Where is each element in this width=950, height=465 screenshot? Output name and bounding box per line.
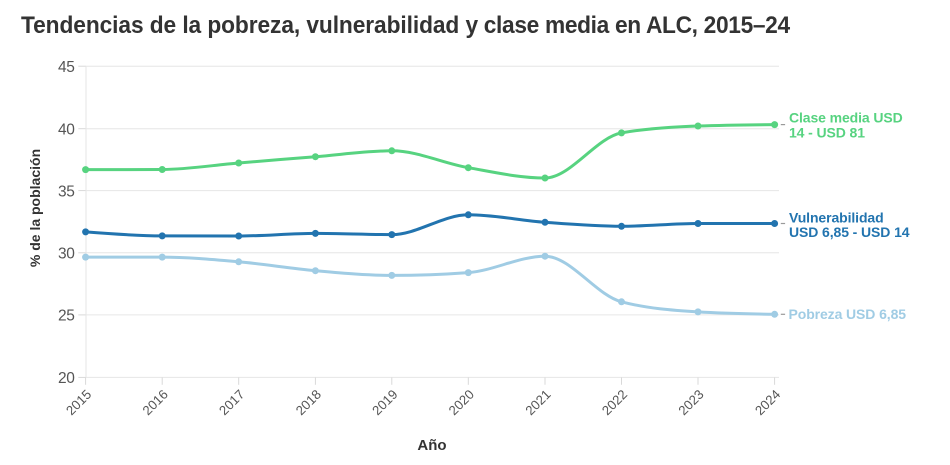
svg-text:2021: 2021	[522, 387, 553, 418]
svg-text:USD 6,85 - USD 14: USD 6,85 - USD 14	[789, 224, 910, 240]
svg-text:2017: 2017	[216, 387, 247, 418]
svg-text:14 - USD 81: 14 - USD 81	[789, 124, 865, 140]
svg-text:2022: 2022	[599, 387, 630, 418]
svg-text:2019: 2019	[369, 387, 400, 418]
svg-text:30: 30	[58, 246, 75, 263]
svg-text:% de la población: % de la población	[27, 149, 43, 267]
svg-text:45: 45	[58, 59, 74, 76]
svg-text:25: 25	[58, 308, 74, 325]
svg-text:40: 40	[58, 121, 75, 138]
svg-text:Pobreza USD 6,85: Pobreza USD 6,85	[789, 306, 907, 322]
svg-text:Año: Año	[417, 437, 446, 454]
svg-text:Clase media USD: Clase media USD	[789, 109, 903, 125]
svg-text:2018: 2018	[293, 387, 324, 418]
svg-text:2023: 2023	[675, 387, 706, 418]
svg-text:2015: 2015	[63, 387, 94, 418]
svg-text:35: 35	[58, 183, 74, 200]
svg-text:2016: 2016	[140, 387, 171, 418]
svg-text:20: 20	[58, 370, 75, 387]
svg-text:2020: 2020	[446, 387, 477, 418]
svg-text:2024: 2024	[752, 387, 783, 418]
svg-text:Vulnerabilidad: Vulnerabilidad	[789, 209, 884, 225]
